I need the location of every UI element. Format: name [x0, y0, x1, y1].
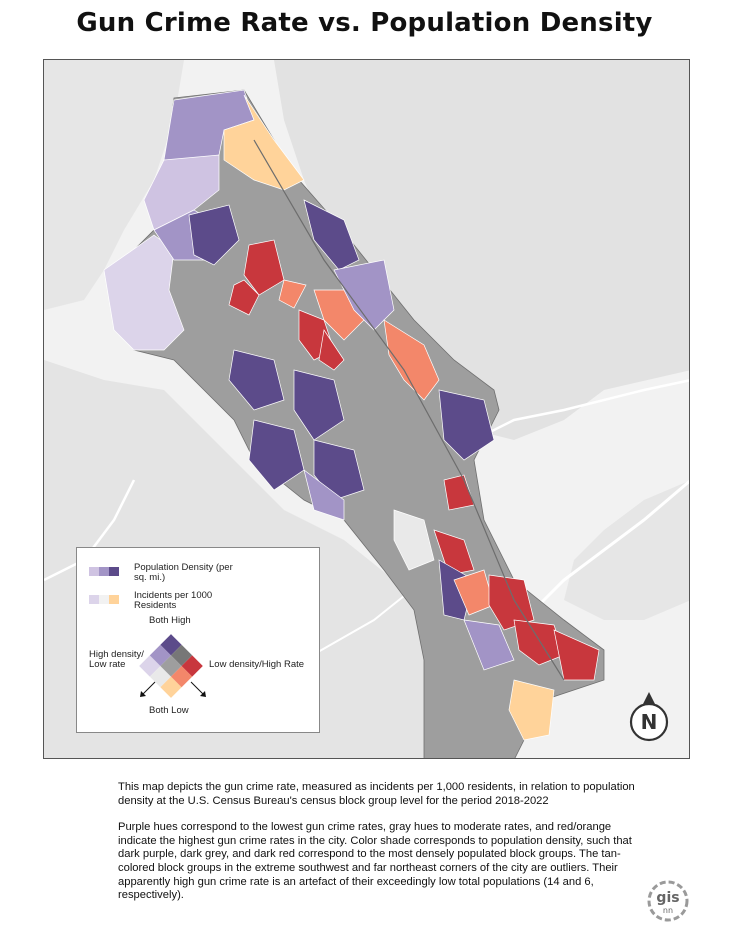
logo-subtext: nn — [663, 906, 673, 915]
block-dark-5 — [248, 419, 305, 491]
rate-ramp — [89, 595, 119, 604]
block-mid-southeast — [463, 619, 515, 671]
block-red-1 — [243, 239, 285, 296]
block-dark-2 — [303, 199, 360, 271]
gis-logo: gis nn — [647, 880, 689, 922]
both-high-label: Both High — [149, 615, 191, 626]
block-red-9 — [553, 629, 600, 681]
density-label: Population Density (per sq. mi.) — [134, 562, 233, 583]
bivariate-cell-6 — [160, 634, 182, 656]
bivariate-cell-4 — [160, 655, 182, 677]
block-dark-6 — [313, 439, 365, 501]
block-red-2 — [228, 279, 260, 316]
land-northwest — [44, 60, 184, 310]
block-groups — [103, 89, 600, 741]
map-title: Gun Crime Rate vs. Population Density — [76, 8, 653, 38]
block-ne-tan — [223, 94, 305, 191]
block-salmon-1 — [278, 279, 307, 309]
block-dark-3 — [228, 349, 285, 411]
both-low-label: Both Low — [149, 705, 189, 716]
highway-west — [44, 479, 136, 582]
rate-label: Incidents per 1000 Residents — [134, 590, 213, 611]
block-dark-4 — [293, 369, 345, 441]
land-north-peninsula — [274, 60, 689, 440]
logo-text: gis — [656, 890, 679, 906]
block-red-6 — [433, 529, 475, 576]
legend-box: Population Density (per sq. mi.) Inciden… — [76, 547, 320, 733]
description-paragraph-2: Purple hues correspond to the lowest gun… — [118, 821, 632, 902]
bivariate-cell-0 — [139, 655, 161, 677]
density-swatch-2 — [109, 567, 119, 576]
map-description: This map depicts the gun crime rate, mea… — [118, 781, 638, 916]
low-density-high-rate-label: Low density/High Rate — [209, 659, 305, 670]
description-paragraph-1: This map depicts the gun crime rate, mea… — [118, 781, 635, 807]
density-swatch-0 — [89, 567, 99, 576]
north-letter: N — [641, 710, 658, 734]
block-light-grey — [393, 509, 435, 571]
density-ramp — [89, 567, 119, 576]
land-east — [564, 480, 689, 620]
high-density-low-rate-label: High density/ Low rate — [89, 649, 144, 670]
north-arrow-icon: N — [629, 692, 669, 742]
highway-bridge — [473, 379, 689, 442]
bivariate-cell-2 — [160, 676, 182, 698]
block-sw-tan — [508, 679, 555, 741]
block-dark-east — [438, 389, 495, 461]
bivariate-legend — [139, 634, 206, 698]
rate-swatch-0 — [89, 595, 99, 604]
block-dark-1 — [188, 204, 240, 266]
density-swatch-1 — [99, 567, 109, 576]
rate-swatch-2 — [109, 595, 119, 604]
bivariate-grid — [139, 634, 203, 698]
rate-swatch-1 — [99, 595, 109, 604]
block-salmon-3 — [383, 319, 440, 401]
block-red-4 — [318, 329, 345, 371]
rail-line — [253, 139, 565, 681]
bivariate-cell-8 — [181, 655, 203, 677]
block-mid-south — [303, 469, 345, 521]
